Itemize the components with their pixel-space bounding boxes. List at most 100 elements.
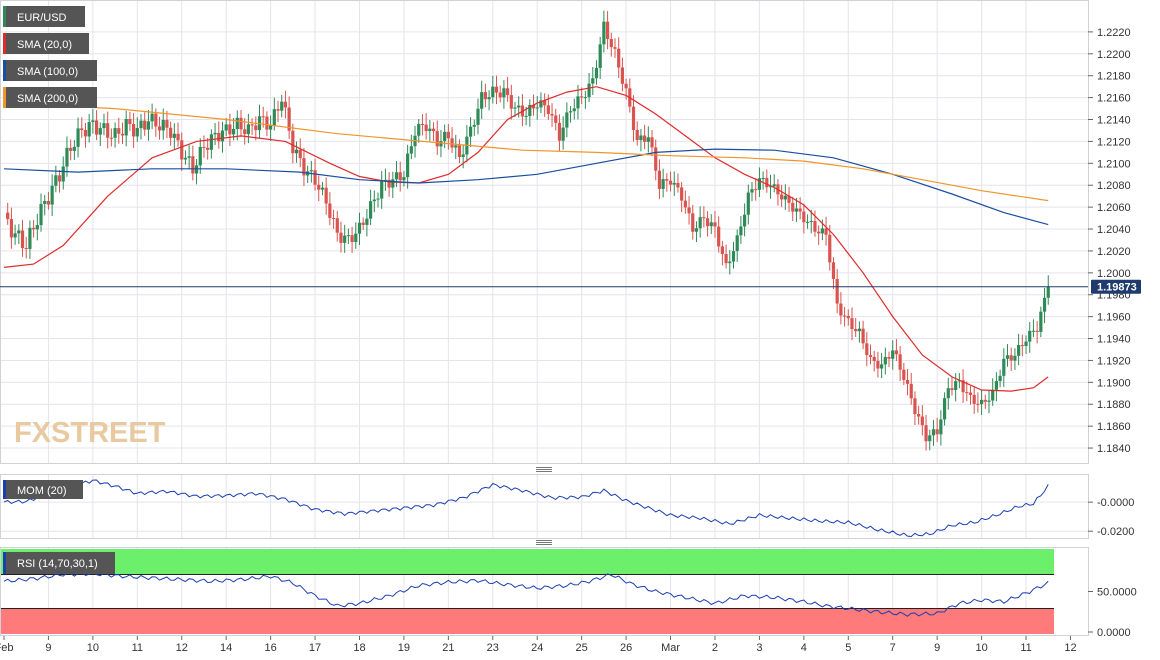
rsi-legend-label: RSI (14,70,30,1) [17,558,98,570]
time-tick-label: 25 [576,642,588,654]
candle [387,172,391,197]
mom-legend-label: MOM (20) [17,485,67,497]
price-tick-label: 1.1880 [1097,399,1131,411]
candle [709,214,713,234]
candle [909,372,913,405]
candle [398,161,402,192]
rsi-tick-label: 50.0000 [1097,587,1137,599]
candle [746,184,750,225]
candle [24,236,28,259]
candle [850,307,854,341]
candle [183,150,188,165]
candle [783,184,787,210]
candle [979,389,984,415]
mom-legend[interactable]: MOM (20) [3,480,83,499]
legend-item[interactable]: SMA (20,0) [3,33,89,54]
candle [968,385,973,405]
legend-item[interactable]: SMA (100,0) [3,60,97,81]
candle [102,113,106,136]
candle [757,167,762,197]
candle [468,117,473,148]
candle [994,372,999,402]
candle [17,224,21,245]
rsi-legend[interactable]: RSI (14,70,30,1) [3,552,115,574]
candle [950,376,954,396]
candle [54,165,58,193]
candle [343,224,347,253]
candle [498,85,502,103]
candle [805,214,810,229]
candle [124,110,128,147]
candle [976,392,980,413]
candle [117,117,121,144]
time-tick-label: 10 [87,642,99,654]
candle [702,206,706,228]
candle [287,96,291,139]
candle [735,229,739,262]
candle [313,158,317,191]
candle [302,147,306,187]
candle [998,369,1002,388]
time-tick-label: 19 [398,642,410,654]
candle [935,417,939,442]
time-tick-label: Mar [661,642,680,654]
candle [683,190,687,214]
candle [83,122,88,148]
candle [543,93,547,117]
candle [309,160,313,183]
candle [972,386,976,414]
mom-panel [0,474,1089,539]
candle [431,122,436,141]
legend-label: SMA (100,0) [17,66,78,78]
candle [361,217,365,231]
candle [57,169,62,193]
time-tick-label: 24 [531,642,543,654]
panel-resize-handle[interactable] [534,539,554,545]
candle [528,99,532,127]
legend-item[interactable]: SMA (200,0) [3,87,97,108]
candle [654,139,658,181]
candle [339,221,343,253]
candle [605,11,610,50]
candle [809,209,813,234]
candle [676,173,680,193]
candle [224,117,228,137]
candle [887,351,891,368]
time-tick-label: Feb [0,642,13,654]
time-tick-label: 16 [264,642,276,654]
rsi-line [3,571,1049,617]
candle [128,111,132,132]
candle [494,75,499,105]
time-tick-label: 18 [353,642,365,654]
candle [691,205,695,240]
candle [283,90,288,119]
time-tick-label: 11 [1020,642,1031,654]
candle [265,111,269,137]
candle [880,352,884,379]
time-axis: Feb910111214161718192123242526Mar2345791… [0,636,1077,654]
candle [461,145,465,169]
candle [439,130,443,158]
panel-resize-handle[interactable] [534,466,554,472]
price-panel [0,0,1089,464]
candle [202,135,206,158]
candle [9,207,14,249]
candle [539,92,543,114]
watermark: FXSTREET [14,417,166,449]
candle [502,80,506,109]
candle [180,132,184,171]
candle [106,111,110,149]
rsi-oversold-zone [1,608,1054,634]
candle [961,369,965,403]
candle [594,60,599,85]
candle [1035,321,1039,344]
candle [854,317,858,337]
price-tick-label: 1.2020 [1097,246,1131,258]
candle [406,144,410,189]
candle [824,216,828,246]
candle [665,173,669,192]
legend-item[interactable]: EUR/USD [3,6,85,27]
legend-label: SMA (20,0) [17,39,72,51]
candle [169,121,173,146]
candle [509,84,513,120]
